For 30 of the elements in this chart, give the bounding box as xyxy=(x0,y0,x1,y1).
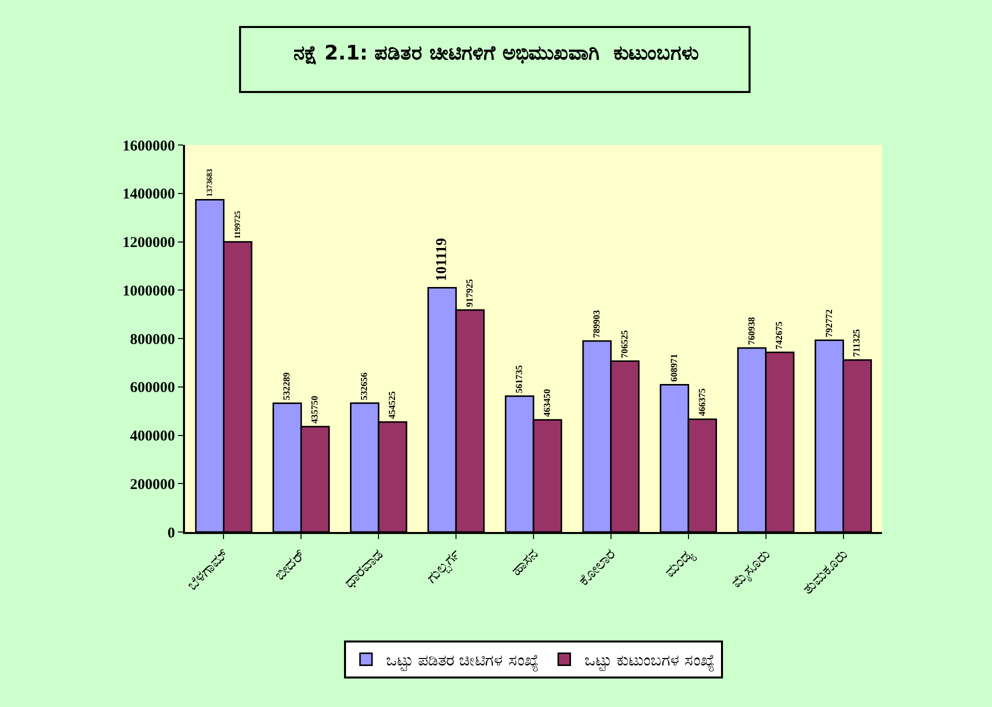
y-tick-label: 1400000 xyxy=(122,186,175,203)
chart-title: ನಕ್ಷೆ 2.1: ಪಡಿತರ ಚೀಟಿಗಳಿಗೆ ಅಭಿಮುಖವಾಗಿ ಕುಟುಂಬಗಳು xyxy=(293,40,699,66)
data-label: 789903 xyxy=(592,310,602,338)
data-label: 435750 xyxy=(310,395,321,424)
y-tick-label: 1200000 xyxy=(122,235,175,251)
data-label: 917925 xyxy=(465,278,476,307)
data-label: 1373683 xyxy=(204,168,214,197)
y-tick-label: 800000 xyxy=(130,332,175,348)
data-label: 463450 xyxy=(542,388,553,417)
data-label: 706525 xyxy=(620,330,630,358)
y-tick-label: 0 xyxy=(168,525,175,542)
data-label: 532656 xyxy=(359,372,370,400)
legend-label: ಒಟ್ಟು ಪಡಿತರ ಚೀಟಿಗಳ ಸಂಖ್ಯೆ xyxy=(386,650,540,672)
annotation: 101119 xyxy=(434,238,450,282)
data-label: 792772 xyxy=(824,309,835,338)
y-tick-label: 1600000 xyxy=(122,138,175,154)
data-label: 760938 xyxy=(747,316,758,345)
data-label: 561735 xyxy=(515,364,526,394)
data-label: 608971 xyxy=(670,353,680,382)
data-label: 532289 xyxy=(282,372,293,400)
data-label: 711325 xyxy=(852,328,863,357)
y-tick-label: 200000 xyxy=(130,476,175,493)
data-label: 466375 xyxy=(698,388,708,416)
data-label: 742675 xyxy=(775,321,786,350)
data-label: 454525 xyxy=(388,390,398,420)
y-tick-label: 600000 xyxy=(130,380,175,396)
data-label: 1199725 xyxy=(232,210,242,239)
y-tick-label: 1000000 xyxy=(122,283,175,300)
y-tick-label: 400000 xyxy=(130,428,175,444)
legend-label: ಒಟ್ಟು ಕುಟುಂಬಗಳ ಸಂಖ್ಯೆ xyxy=(584,650,716,672)
